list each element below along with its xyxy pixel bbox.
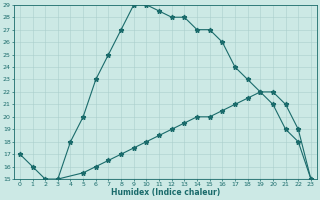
X-axis label: Humidex (Indice chaleur): Humidex (Indice chaleur): [111, 188, 220, 197]
